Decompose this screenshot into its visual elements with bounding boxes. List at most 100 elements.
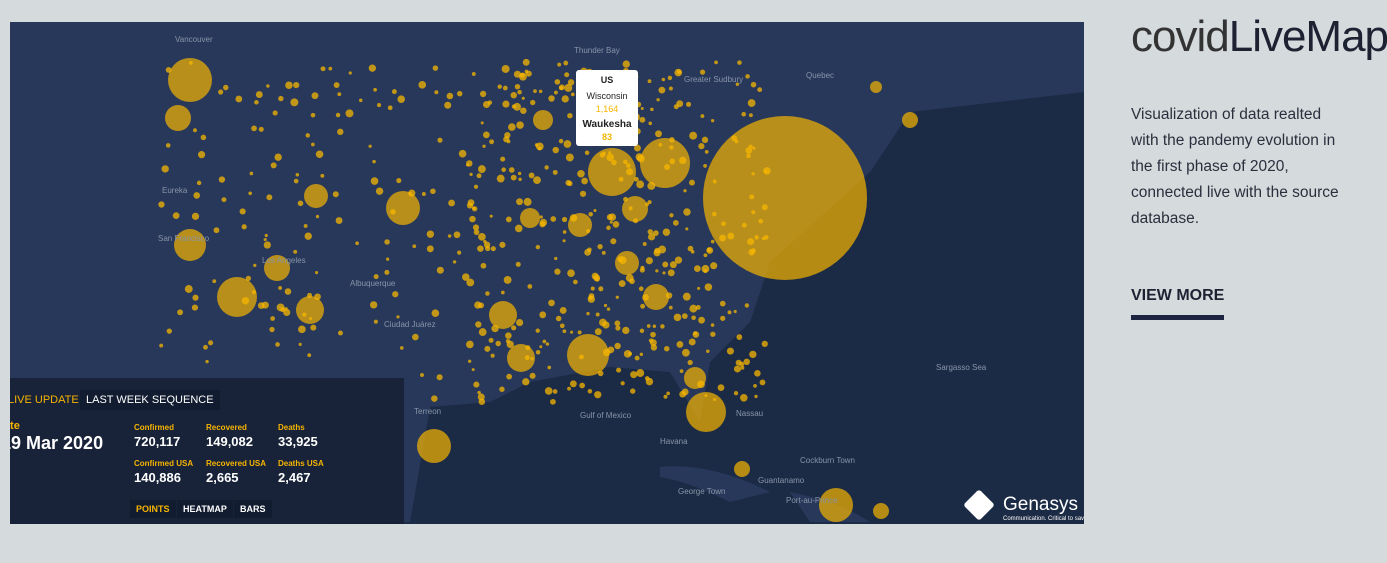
place-label: Thunder Bay	[574, 46, 620, 55]
case-dot	[304, 232, 312, 240]
case-dot	[660, 324, 665, 329]
case-dot	[710, 323, 715, 327]
case-bubble	[174, 229, 206, 261]
case-dot	[533, 176, 541, 184]
case-dot	[501, 167, 506, 173]
case-dot	[682, 292, 691, 301]
case-dot	[448, 199, 455, 207]
case-dot	[647, 233, 656, 241]
case-dot	[581, 177, 588, 185]
place-label: George Town	[678, 487, 725, 496]
case-dot	[529, 372, 536, 379]
case-dot	[474, 301, 482, 309]
case-dot	[263, 241, 271, 249]
case-dot	[508, 167, 515, 173]
case-dot	[370, 301, 378, 309]
case-dot	[652, 230, 659, 237]
stat-value: 140,886	[134, 470, 181, 485]
case-dot	[630, 388, 636, 394]
case-dot	[666, 391, 670, 396]
last-week-tab[interactable]: LAST WEEK SEQUENCE	[80, 390, 220, 410]
case-dot	[426, 245, 434, 253]
heatmap-mode[interactable]: HEATMAP	[177, 500, 233, 518]
case-dot	[588, 211, 593, 217]
case-dot	[391, 89, 397, 95]
case-dot	[759, 379, 766, 386]
case-dot	[213, 227, 220, 234]
case-bubble	[640, 138, 690, 188]
case-bubble	[703, 116, 867, 280]
map-tooltip: US Wisconsin 1,164 Waukesha 83	[576, 70, 638, 146]
stat: Confirmed 720,117	[134, 423, 180, 449]
case-dot	[577, 330, 582, 335]
case-dot	[397, 95, 405, 103]
case-dot	[688, 338, 696, 346]
case-dot	[315, 271, 319, 275]
case-dot	[634, 176, 639, 182]
case-dot	[710, 262, 718, 270]
case-bubble	[489, 301, 517, 329]
case-dot	[685, 101, 692, 107]
case-dot	[679, 369, 684, 373]
points-mode[interactable]: POINTS	[130, 500, 176, 518]
case-dot	[683, 208, 691, 216]
case-dot	[645, 257, 653, 265]
case-dot	[552, 146, 559, 154]
case-dot	[554, 268, 561, 275]
case-dot	[478, 233, 486, 241]
case-bubble	[686, 392, 726, 432]
case-dot	[629, 278, 635, 285]
case-dot	[506, 340, 514, 349]
case-dot	[263, 237, 267, 242]
case-dot	[639, 328, 645, 334]
case-dot	[191, 304, 199, 311]
case-dot	[597, 244, 603, 250]
case-dot	[412, 333, 419, 341]
case-dot	[676, 100, 684, 108]
case-dot	[218, 89, 224, 95]
case-dot	[514, 83, 521, 90]
bars-mode[interactable]: BARS	[234, 500, 272, 518]
case-dot	[444, 101, 452, 109]
case-dot	[370, 177, 379, 185]
case-dot	[639, 352, 644, 357]
covid-map[interactable]: Vancouver Eureka San Francisco Los Angeles A…	[10, 22, 1084, 524]
case-bubble	[734, 461, 750, 477]
description: Visualization of data realted with the p…	[1131, 106, 1339, 227]
case-dot	[212, 279, 217, 284]
case-dot	[618, 280, 626, 288]
case-dot	[480, 262, 487, 269]
case-dot	[328, 66, 333, 71]
case-dot	[337, 128, 344, 136]
case-dot	[565, 153, 574, 162]
case-dot	[749, 350, 757, 359]
case-dot	[522, 58, 530, 66]
case-dot	[501, 64, 510, 73]
case-dot	[476, 173, 482, 179]
case-dot	[698, 143, 705, 150]
case-dot	[475, 321, 482, 328]
place-label: Havana	[660, 437, 688, 446]
case-dot	[545, 342, 550, 346]
case-dot	[595, 312, 600, 317]
case-dot	[710, 239, 715, 244]
case-bubble	[165, 105, 191, 131]
place-label: Cockburn Town	[800, 456, 855, 465]
case-dot	[478, 328, 487, 336]
case-dot	[634, 144, 641, 152]
case-dot	[676, 341, 684, 348]
case-bubble	[622, 196, 648, 222]
view-more-link[interactable]: VIEW MORE	[1131, 287, 1225, 320]
case-bubble	[417, 429, 451, 463]
case-dot	[446, 92, 454, 100]
case-dot	[667, 75, 673, 81]
case-dot	[458, 149, 467, 158]
case-dot	[535, 328, 540, 333]
stat-label: Deaths	[278, 423, 305, 432]
case-dot	[284, 288, 292, 295]
case-dot	[740, 393, 748, 402]
case-dot	[662, 271, 666, 275]
case-dot	[616, 367, 622, 373]
case-dot	[588, 293, 595, 299]
live-update-tab[interactable]: LIVE UPDATE	[10, 394, 79, 406]
